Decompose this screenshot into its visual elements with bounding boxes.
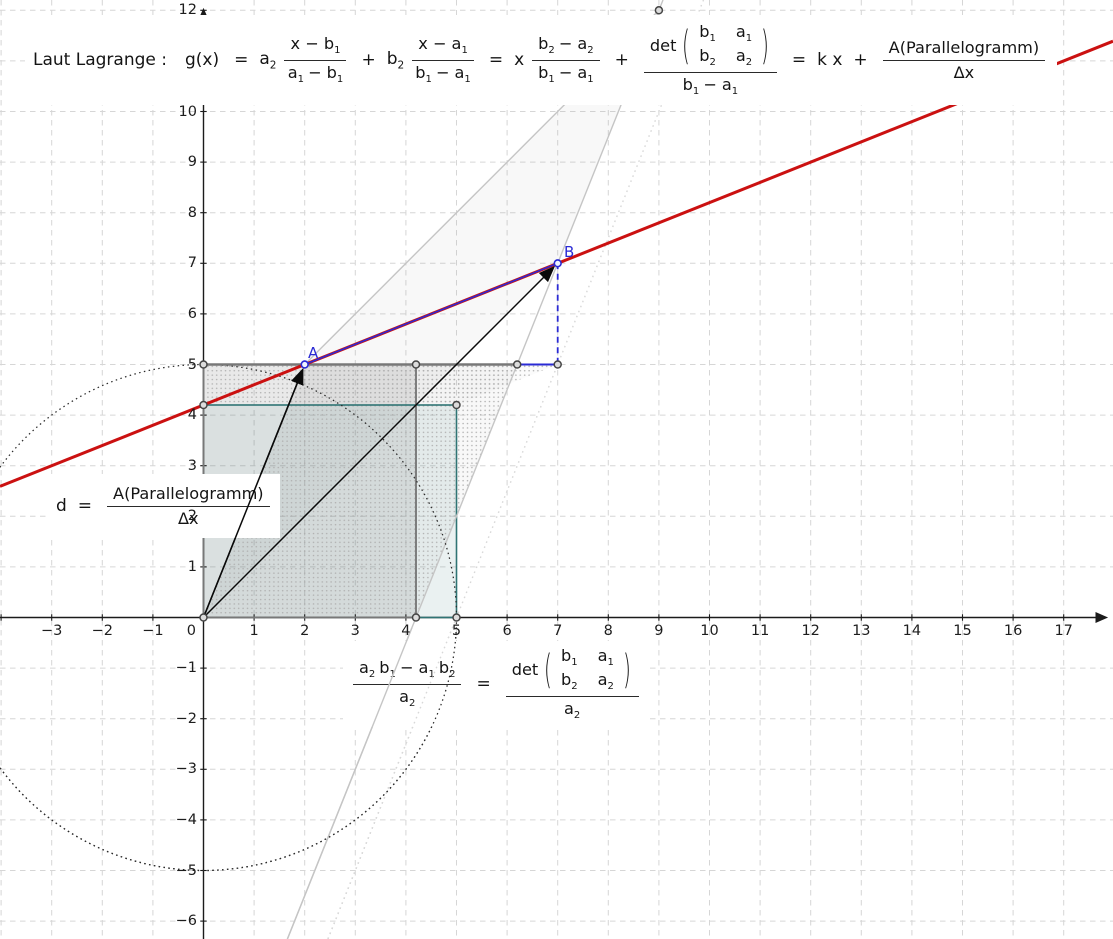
math-token: − a1	[399, 658, 435, 681]
segment-a-b[interactable]	[304, 262, 558, 366]
math-token: =	[488, 50, 504, 70]
math-token: a2	[259, 48, 277, 72]
determinant: det(b1 a1 b2 a2)	[649, 21, 769, 69]
math-token: b2	[438, 658, 456, 681]
fraction: det(b1 a1 b2 a2) b1 − a1	[643, 21, 777, 98]
fraction: A(Parallelogramm) Δx	[107, 484, 270, 528]
math-token: b1	[379, 658, 396, 681]
math-token: b1	[560, 646, 578, 669]
math-token: − b1	[307, 62, 344, 85]
fraction: x − a1 b1 − a1	[412, 34, 474, 85]
math-token: =	[791, 50, 807, 70]
math-token: +	[361, 50, 376, 70]
math-token: − a1	[558, 62, 594, 85]
fraction: det(b1 a1 b2 a2) a2	[505, 645, 639, 722]
math-token: k x	[817, 50, 843, 70]
math-token: b1	[682, 74, 700, 97]
formula-d[interactable]: d = A(Parallelogramm) Δx	[50, 474, 280, 538]
math-token: b2	[386, 48, 405, 72]
math-token: b1	[699, 22, 716, 45]
math-token: − a1	[435, 62, 471, 85]
math-token: a1	[597, 646, 614, 669]
math-token: g(x)	[184, 50, 220, 70]
math-token: =	[77, 496, 93, 516]
formula-lagrange[interactable]: Laut Lagrange : g(x) = a2 x − b1 a1 − b1 + b2 x …	[25, 15, 1058, 105]
math-token: b2	[560, 669, 578, 693]
math-token: − a2	[558, 34, 594, 57]
point-a-label: A	[308, 344, 319, 362]
fraction: b2 − a2 b1 − a1	[532, 34, 600, 85]
math-token: b1	[415, 62, 432, 85]
fraction: x − b1 a1 − b1	[284, 34, 347, 85]
math-token: A(Parallelogramm)	[888, 38, 1040, 58]
math-token: x − a1	[418, 34, 468, 57]
math-token: a2	[399, 686, 416, 709]
fraction: a2 b1 − a1 b2 a2	[353, 658, 462, 709]
math-token: =	[234, 50, 249, 70]
determinant: det(b1 a1 b2 a2)	[511, 645, 631, 693]
math-token: b2	[538, 34, 555, 57]
math-token: Δx	[953, 62, 975, 82]
math-token: a1	[287, 62, 304, 85]
math-token: a2	[564, 698, 581, 721]
math-token: Δx	[178, 508, 199, 528]
math-token: a2	[597, 669, 614, 693]
fraction: A(Parallelogramm) Δx	[882, 38, 1046, 82]
math-token: =	[476, 674, 491, 694]
math-token: a1	[735, 22, 753, 45]
math-token: A(Parallelogramm)	[113, 484, 264, 504]
math-token: +	[853, 50, 868, 70]
math-token: x	[514, 50, 525, 70]
math-token: a2	[359, 658, 376, 681]
math-token: Laut Lagrange :	[33, 50, 167, 70]
math-token: x − b1	[290, 34, 341, 57]
point-b-label: B	[564, 243, 574, 261]
formula-det-ratio[interactable]: a2 b1 − a1 b2 a2 = det(b1 a1 b2 a2) a2	[343, 641, 649, 727]
math-token: b1	[538, 62, 555, 85]
math-token: − a1	[703, 74, 739, 97]
math-token: a2	[735, 45, 753, 69]
math-token: b2	[699, 45, 716, 69]
math-token: +	[614, 50, 629, 70]
math-token: d	[56, 496, 67, 516]
